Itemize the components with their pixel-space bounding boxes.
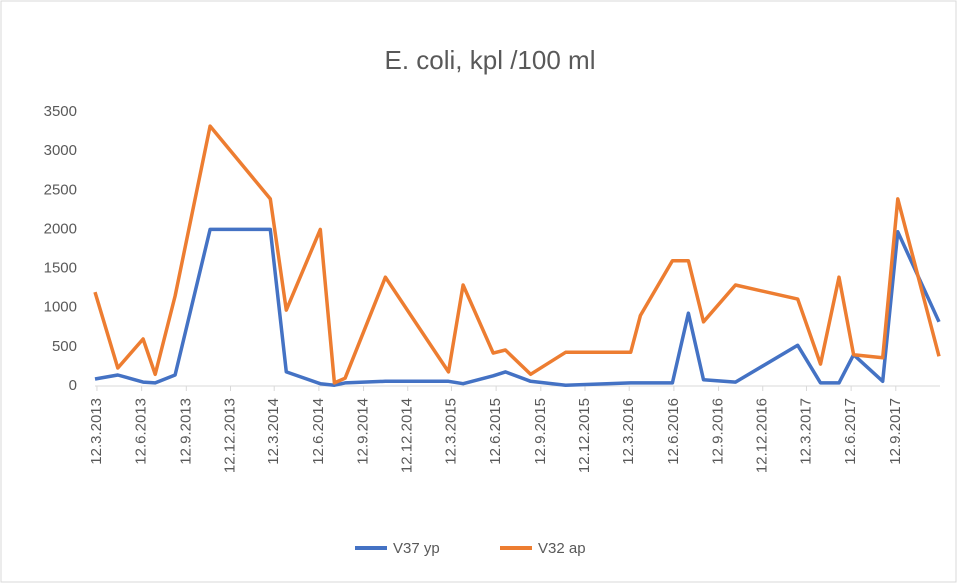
y-tick-label: 2000 (44, 220, 77, 237)
x-tick-label: 12.6.2014 (310, 398, 327, 465)
y-tick-label: 1500 (44, 260, 77, 277)
chart-title: E. coli, kpl /100 ml (385, 45, 596, 75)
x-tick-label: 12.6.2017 (842, 398, 859, 465)
x-tick-label: 12.12.2013 (221, 398, 238, 473)
x-tick-label: 12.3.2013 (88, 398, 105, 465)
x-tick-label: 12.6.2015 (487, 398, 504, 465)
x-tick-label: 12.12.2016 (754, 398, 771, 473)
series-line (93, 124, 941, 385)
series-line (94, 227, 941, 387)
y-tick-label: 2500 (44, 181, 77, 198)
x-tick-label: 12.3.2015 (442, 398, 459, 465)
legend-label: V37 yp (393, 540, 440, 557)
x-tick-label: 12.12.2014 (399, 398, 416, 473)
x-tick-label: 12.9.2017 (887, 398, 904, 465)
x-tick-label: 12.9.2014 (355, 398, 372, 465)
x-tick-label: 12.9.2016 (710, 398, 727, 465)
y-tick-label: 3500 (44, 103, 77, 120)
legend-label: V32 ap (538, 540, 586, 557)
x-tick-label: 12.6.2013 (133, 398, 150, 465)
x-tick-label: 12.9.2013 (177, 398, 194, 465)
x-tick-label: 12.9.2015 (532, 398, 549, 465)
y-tick-label: 0 (69, 377, 77, 394)
x-tick-label: 12.3.2016 (620, 398, 637, 465)
y-tick-label: 500 (52, 338, 77, 355)
x-tick-label: 12.12.2015 (576, 398, 593, 473)
x-tick-label: 12.3.2014 (265, 398, 282, 465)
x-tick-label: 12.3.2017 (797, 398, 814, 465)
y-tick-label: 1000 (44, 299, 77, 316)
y-tick-label: 3000 (44, 142, 77, 159)
x-tick-label: 12.6.2016 (665, 398, 682, 465)
